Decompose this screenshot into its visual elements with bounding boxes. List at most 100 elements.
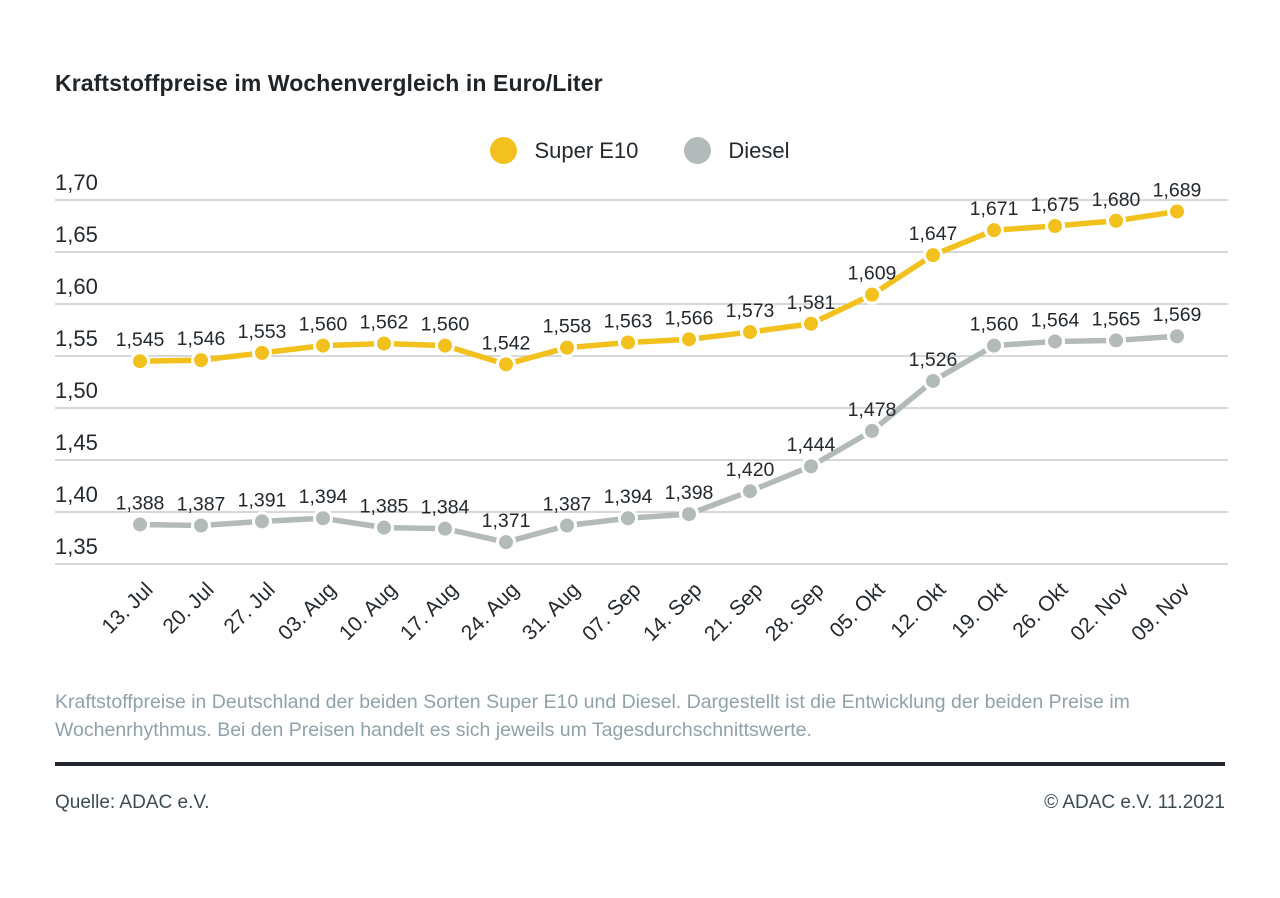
value-label-diesel: 1,565 [1092,308,1141,330]
value-label-diesel: 1,371 [482,510,531,532]
data-point-diesel [313,508,333,529]
x-tick-label: 05. Okt [825,578,889,642]
value-label-super-e10: 1,545 [116,329,165,351]
x-tick-label: 13. Jul [98,578,158,638]
legend-label-super-e10: Super E10 [534,137,639,163]
value-label-super-e10: 1,558 [543,316,592,338]
x-tick-label: 07. Sep [578,578,645,645]
data-point-super-e10 [435,335,455,356]
x-tick-label: 31. Aug [518,578,585,645]
value-label-diesel: 1,387 [177,494,226,516]
data-point-diesel [496,532,516,553]
chart-description: Kraftstoffpreise in Deutschland der beid… [55,691,1130,741]
data-point-super-e10 [191,350,211,371]
value-label-super-e10: 1,573 [726,300,775,322]
value-label-diesel: 1,560 [970,314,1019,336]
value-label-diesel: 1,388 [116,492,165,514]
x-tick-label: 20. Jul [159,578,219,638]
value-label-super-e10: 1,553 [238,321,287,343]
diesel-dot-icon [684,137,712,164]
y-tick-label: 1,40 [55,482,98,507]
value-label-super-e10: 1,542 [482,332,531,354]
data-point-diesel [191,515,211,536]
y-tick-label: 1,70 [55,170,98,195]
value-label-super-e10: 1,609 [848,263,897,285]
legend-item-diesel: Diesel [684,137,790,164]
x-tick-label: 10. Aug [335,578,402,645]
legend-item-super-e10: Super E10 [490,137,638,164]
value-label-diesel: 1,384 [421,497,470,519]
source-label: Quelle: ADAC e.V. [55,792,210,813]
x-tick-label: 26. Okt [1008,578,1072,642]
x-tick-label: 24. Aug [457,578,524,645]
x-tick-label: 02. Nov [1066,578,1134,646]
value-label-super-e10: 1,560 [421,314,470,336]
value-label-diesel: 1,564 [1031,309,1080,331]
x-tick-label: 09. Nov [1127,578,1195,646]
data-point-diesel [862,420,882,441]
value-label-diesel: 1,569 [1153,304,1202,326]
data-point-diesel [1106,330,1126,351]
value-label-super-e10: 1,562 [360,312,409,334]
value-label-diesel: 1,394 [604,486,653,508]
data-point-super-e10 [1106,210,1126,231]
x-tick-label: 12. Okt [886,578,950,642]
data-point-diesel [1167,326,1187,347]
series-line-super-e10 [139,208,1178,368]
data-point-super-e10 [618,332,638,353]
chart-legend: Super E10 Diesel [0,137,1280,164]
value-label-diesel: 1,444 [787,434,836,456]
value-label-diesel: 1,420 [726,459,775,481]
value-label-super-e10: 1,546 [177,328,226,350]
value-label-super-e10: 1,560 [299,314,348,336]
value-label-diesel: 1,394 [299,486,348,508]
data-point-super-e10 [984,220,1004,241]
data-point-diesel [984,335,1004,356]
super-e10-dot-icon [490,137,518,164]
y-tick-label: 1,65 [55,222,98,247]
y-tick-label: 1,50 [55,378,98,403]
copyright-label: © ADAC e.V. 11.2021 [1044,792,1225,813]
value-label-super-e10: 1,581 [787,292,836,314]
x-tick-label: 19. Okt [947,578,1011,642]
y-tick-label: 1,45 [55,430,98,455]
footer-divider [55,762,1225,766]
data-point-diesel [618,508,638,529]
x-tick-label: 21. Sep [700,578,767,645]
series-line-diesel [139,333,1178,545]
data-point-diesel [374,517,394,538]
data-point-super-e10 [1167,201,1187,222]
x-tick-label: 14. Sep [639,578,706,645]
data-point-diesel [557,515,577,536]
y-tick-label: 1,55 [55,326,98,351]
data-point-super-e10 [679,329,699,350]
chart-title: Kraftstoffpreise im Wochenvergleich in E… [55,70,603,96]
y-tick-label: 1,35 [55,534,98,559]
value-label-super-e10: 1,689 [1153,179,1202,201]
data-point-diesel [740,481,760,502]
data-point-diesel [801,456,821,477]
data-point-super-e10 [923,245,943,266]
legend-label-diesel: Diesel [728,137,790,163]
value-label-super-e10: 1,566 [665,307,714,329]
value-label-super-e10: 1,647 [909,223,958,245]
x-tick-label: 27. Jul [220,578,280,638]
value-label-diesel: 1,526 [909,349,958,371]
data-point-super-e10 [862,284,882,305]
x-tick-label: 28. Sep [761,578,828,645]
data-point-diesel [1045,331,1065,352]
data-point-diesel [435,518,455,539]
data-point-super-e10 [496,354,516,375]
x-tick-label: 03. Aug [274,578,341,645]
data-point-diesel [130,514,150,535]
data-point-super-e10 [252,342,272,363]
data-point-super-e10 [740,322,760,343]
data-point-super-e10 [801,313,821,334]
value-label-diesel: 1,398 [665,482,714,504]
value-label-super-e10: 1,563 [604,310,653,332]
x-tick-label: 17. Aug [396,578,463,645]
value-label-diesel: 1,387 [543,494,592,516]
data-point-super-e10 [557,337,577,358]
